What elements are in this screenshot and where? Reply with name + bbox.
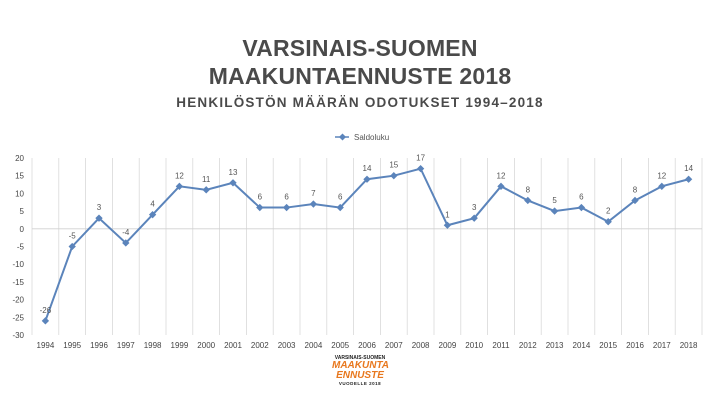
x-tick-label: 2007: [385, 341, 403, 350]
data-point: [684, 175, 693, 183]
data-point: [550, 207, 559, 215]
x-tick-label: 2017: [653, 341, 671, 350]
data-label: 6: [579, 193, 584, 202]
data-point: [363, 175, 371, 183]
data-label: 14: [363, 164, 372, 173]
data-point: [497, 182, 505, 190]
x-tick-label: 1998: [144, 341, 162, 350]
data-label: -4: [122, 228, 130, 237]
data-point: [390, 172, 398, 180]
chart-subtitle: HENKILÖSTÖN MÄÄRÄN ODOTUKSET 1994–2018: [176, 95, 544, 110]
data-label: 12: [175, 171, 184, 180]
logo-line-4: VUODELLE 2018: [338, 381, 382, 386]
x-tick-label: 2008: [412, 341, 430, 350]
data-label: 3: [472, 203, 477, 212]
data-label: 6: [338, 193, 343, 202]
x-tick-label: 2018: [680, 341, 698, 350]
data-point: [148, 210, 157, 219]
logo-line-3: ENNUSTE: [336, 370, 384, 381]
y-tick-label: -10: [12, 260, 24, 269]
y-tick-label: -20: [12, 296, 24, 305]
x-tick-label: 2016: [626, 341, 644, 350]
data-point: [309, 200, 318, 208]
data-label: 4: [150, 200, 155, 209]
y-tick-label: 5: [20, 207, 25, 216]
x-tick-label: 2015: [599, 341, 617, 350]
y-tick-label: -5: [17, 243, 25, 252]
data-label: 11: [202, 175, 211, 184]
x-tick-label: 2011: [492, 341, 510, 350]
series-line: [44, 167, 689, 322]
data-label: 5: [552, 196, 557, 205]
data-label: -26: [40, 306, 52, 315]
x-tick-label: 2002: [251, 341, 269, 350]
x-tick-label: 2004: [305, 341, 323, 350]
data-label: 13: [229, 168, 238, 177]
x-tick-label: 2009: [439, 341, 457, 350]
data-label: 17: [416, 154, 425, 163]
data-label: 8: [633, 185, 638, 194]
data-label: 14: [684, 164, 693, 173]
data-label: 6: [284, 193, 289, 202]
logo-line-1: VARSINAIS-SUOMEN: [334, 355, 386, 361]
data-label: 6: [258, 193, 263, 202]
x-tick-label: 2005: [331, 341, 349, 350]
data-point: [41, 317, 50, 325]
data-label: 1: [445, 210, 450, 219]
data-point: [658, 182, 666, 190]
title-line-2: MAAKUNTAENNUSTE 2018: [208, 63, 512, 89]
data-label: 2: [606, 207, 611, 216]
x-tick-label: 1999: [171, 341, 189, 350]
logo-line-2: MAAKUNTA: [332, 360, 390, 371]
y-tick-label: 10: [15, 189, 24, 198]
data-point: [577, 203, 586, 212]
data-label: 7: [311, 189, 316, 198]
chart-title: VARSINAIS-SUOMEN MAAKUNTAENNUSTE 2018: [0, 34, 720, 90]
maakuntaennuste-logo: VARSINAIS-SUOMEN MAAKUNTA ENNUSTE VUODEL…: [332, 355, 390, 395]
data-point: [202, 186, 210, 194]
y-tick-label: 20: [15, 154, 24, 163]
x-tick-label: 2012: [519, 341, 537, 350]
data-point: [282, 203, 291, 212]
y-tick-label: 15: [15, 172, 24, 181]
data-label: 15: [389, 161, 398, 170]
data-point: [604, 218, 612, 226]
data-point: [229, 179, 237, 187]
data-point: [416, 164, 425, 173]
x-tick-label: 2006: [358, 341, 376, 350]
data-point: [95, 214, 103, 222]
y-tick-label: -25: [12, 313, 24, 322]
x-tick-label: 2000: [197, 341, 215, 350]
data-label: 3: [97, 203, 102, 212]
x-tick-label: 1996: [90, 341, 108, 350]
x-tick-label: 1994: [37, 341, 55, 350]
legend-label: Saldoluku: [354, 133, 389, 142]
x-tick-label: 2014: [573, 341, 591, 350]
data-label: 12: [497, 171, 506, 180]
x-tick-label: 1995: [63, 341, 81, 350]
y-tick-label: -30: [12, 331, 24, 340]
y-tick-label: -15: [12, 278, 24, 287]
data-label: 12: [657, 171, 666, 180]
data-point: [68, 242, 76, 251]
data-point: [443, 221, 452, 229]
x-tick-label: 2010: [465, 341, 483, 350]
legend-marker: [338, 133, 347, 141]
title-line-1: VARSINAIS-SUOMEN: [242, 35, 478, 61]
data-point: [524, 196, 532, 205]
data-label: -5: [69, 232, 77, 241]
data-label: 8: [526, 185, 531, 194]
data-point: [122, 239, 130, 247]
x-tick-label: 2003: [278, 341, 296, 350]
x-tick-label: 1997: [117, 341, 135, 350]
x-tick-label: 2001: [224, 341, 242, 350]
x-tick-label: 2013: [546, 341, 564, 350]
y-tick-label: 0: [20, 225, 25, 234]
